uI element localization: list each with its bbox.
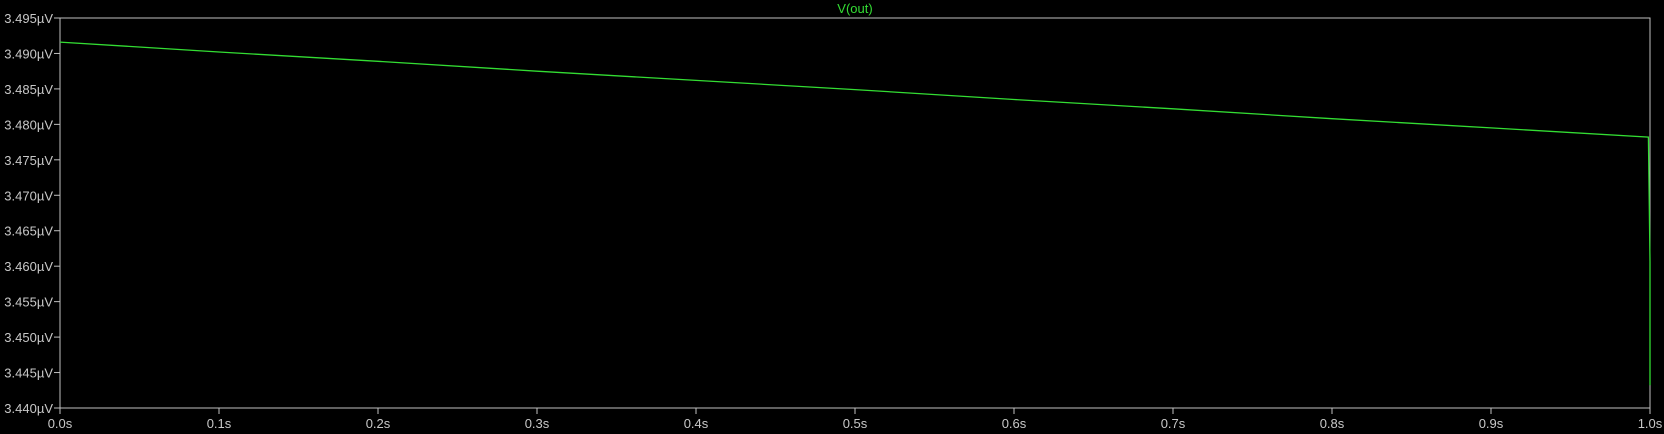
x-tick-label: 1.0s — [1638, 416, 1663, 431]
y-tick-label: 3.450µV — [4, 330, 53, 345]
x-tick-label: 0.8s — [1320, 416, 1345, 431]
x-tick-label: 0.1s — [207, 416, 232, 431]
y-tick-label: 3.495µV — [4, 11, 53, 26]
y-tick-label: 3.455µV — [4, 295, 53, 310]
x-tick-label: 0.2s — [366, 416, 391, 431]
y-tick-label: 3.440µV — [4, 401, 53, 416]
y-tick-label: 3.445µV — [4, 366, 53, 381]
y-tick-label: 3.490µV — [4, 46, 53, 61]
y-tick-label: 3.480µV — [4, 117, 53, 132]
x-tick-label: 0.0s — [48, 416, 73, 431]
plot-frame — [59, 17, 1651, 409]
trace-title[interactable]: V(out) — [837, 1, 872, 16]
x-tick-label: 0.9s — [1479, 416, 1504, 431]
axes: 3.495µV 3.490µV 3.485µV 3.480µV 3.475µV 3.470… — [4, 11, 1662, 431]
x-tick-label: 0.3s — [525, 416, 550, 431]
y-tick-label: 3.470µV — [4, 188, 53, 203]
x-tick-label: 0.5s — [843, 416, 868, 431]
y-tick-label: 3.485µV — [4, 82, 53, 97]
y-tick-label: 3.460µV — [4, 259, 53, 274]
y-tick-label: 3.465µV — [4, 224, 53, 239]
x-tick-label: 0.6s — [1002, 416, 1027, 431]
x-tick-label: 0.4s — [684, 416, 709, 431]
series-line-vout[interactable] — [59, 41, 1651, 386]
y-tick-label: 3.475µV — [4, 153, 53, 168]
trace-group — [59, 41, 1651, 386]
x-tick-label: 0.7s — [1161, 416, 1186, 431]
